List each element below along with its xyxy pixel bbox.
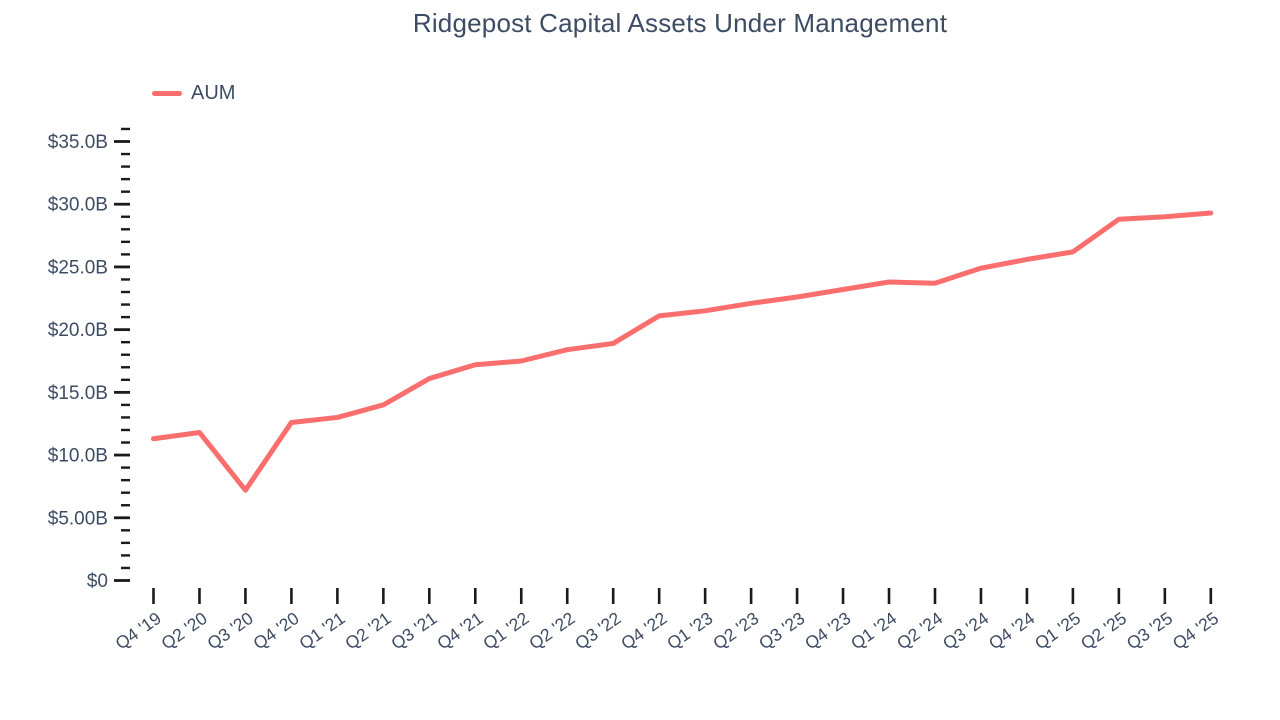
x-axis-tick-label: Q1 '21 bbox=[295, 608, 348, 654]
x-axis-tick-label: Q3 '25 bbox=[1123, 608, 1176, 654]
aum-line-series bbox=[151, 210, 1214, 493]
legend-line-swatch bbox=[152, 91, 182, 96]
x-axis-tick-label: Q2 '23 bbox=[709, 608, 762, 654]
x-axis-tick-label: Q4 '21 bbox=[433, 608, 486, 654]
x-axis-tick-label: Q4 '25 bbox=[1169, 608, 1222, 654]
x-axis-tick-label: Q4 '24 bbox=[985, 608, 1038, 654]
x-axis-tick-label: Q2 '20 bbox=[158, 608, 211, 654]
legend: AUM bbox=[152, 82, 235, 105]
x-axis-tick-label: Q3 '21 bbox=[387, 608, 440, 654]
y-axis-tick-label: $35.0B bbox=[48, 132, 108, 153]
x-axis-tick-label: Q2 '22 bbox=[525, 608, 578, 654]
x-axis-tick-label: Q4 '20 bbox=[249, 608, 302, 654]
legend-series-label: AUM bbox=[191, 82, 236, 104]
y-axis-tick-label: $20.0B bbox=[48, 320, 108, 341]
y-axis-tick-label: $10.0B bbox=[48, 446, 108, 467]
x-axis-tick-label: Q4 '23 bbox=[801, 608, 854, 654]
x-axis-tick-label: Q2 '25 bbox=[1077, 608, 1130, 654]
x-axis-tick-label: Q3 '22 bbox=[571, 608, 624, 654]
x-axis-tick-label: Q2 '24 bbox=[893, 608, 946, 654]
y-axis-tick-label: $15.0B bbox=[48, 383, 108, 404]
x-axis-tick-label: Q3 '24 bbox=[939, 608, 992, 654]
x-axis-tick-label: Q3 '23 bbox=[755, 608, 808, 654]
x-axis-tick-label: Q2 '21 bbox=[341, 608, 394, 654]
x-axis-tick-label: Q1 '25 bbox=[1031, 608, 1084, 654]
y-axis-tick-label: $0 bbox=[87, 571, 108, 592]
x-axis-tick-label: Q1 '23 bbox=[663, 608, 716, 654]
chart-title: Ridgepost Capital Assets Under Managemen… bbox=[412, 8, 948, 38]
x-axis-tick-label: Q4 '19 bbox=[112, 608, 165, 654]
y-axis-tick-label: $30.0B bbox=[48, 195, 108, 216]
y-axis-tick-label: $25.0B bbox=[48, 257, 108, 278]
x-axis-tick-label: Q4 '22 bbox=[617, 608, 670, 654]
x-axis-tick-label: Q3 '20 bbox=[203, 608, 256, 654]
y-axis-tick-label: $5.00B bbox=[48, 508, 108, 529]
x-axis-tick-label: Q1 '22 bbox=[479, 608, 532, 654]
x-axis-tick-label: Q1 '24 bbox=[847, 608, 900, 654]
